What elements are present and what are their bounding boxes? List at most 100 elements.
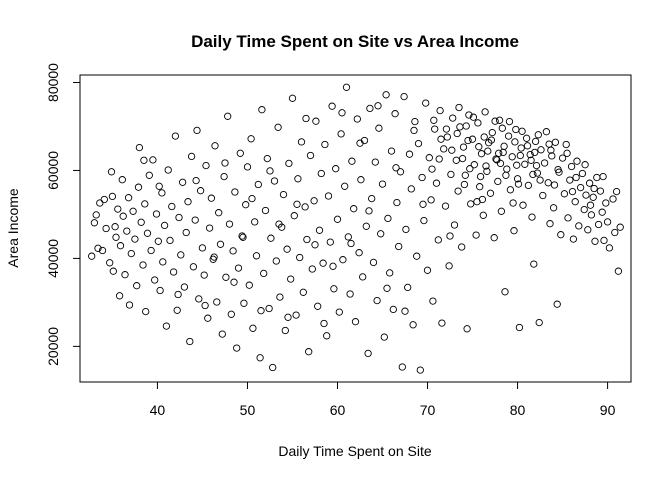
data-point — [279, 190, 288, 199]
data-point — [263, 154, 271, 163]
data-point — [205, 224, 214, 232]
plot-frame — [79, 74, 632, 383]
data-point — [442, 125, 451, 133]
data-point — [347, 239, 355, 248]
data-point — [546, 220, 554, 228]
data-point — [427, 196, 435, 204]
data-point — [524, 181, 533, 190]
data-point — [366, 104, 374, 113]
data-point — [569, 235, 578, 243]
data-point — [284, 313, 292, 321]
data-point — [551, 138, 560, 146]
data-point — [186, 337, 194, 346]
data-point — [169, 268, 178, 276]
data-point — [317, 169, 325, 178]
data-point — [245, 281, 253, 289]
data-point — [350, 205, 358, 213]
data-point — [612, 187, 621, 196]
data-point — [497, 207, 506, 215]
data-point — [413, 252, 421, 260]
data-points — [88, 83, 624, 374]
data-point — [218, 330, 226, 338]
data-point — [469, 113, 478, 121]
data-point — [420, 216, 428, 225]
data-point — [290, 212, 298, 220]
data-point — [175, 213, 183, 222]
data-point — [401, 307, 409, 315]
data-point — [369, 258, 378, 267]
data-point — [333, 215, 342, 223]
data-point — [371, 158, 379, 166]
data-point — [589, 193, 597, 201]
data-point — [242, 201, 250, 209]
data-point — [521, 160, 529, 168]
data-point — [478, 195, 487, 204]
data-point — [270, 177, 279, 185]
data-point — [315, 226, 324, 234]
data-point — [90, 219, 99, 227]
data-point — [566, 176, 574, 184]
data-point — [495, 149, 503, 157]
data-point — [294, 175, 302, 183]
data-point — [422, 99, 430, 107]
data-point — [514, 180, 523, 188]
x-tick-label: 50 — [240, 402, 256, 418]
data-point — [210, 253, 218, 261]
data-point — [332, 165, 340, 173]
data-point — [386, 269, 394, 277]
y-axis: 20000 40000 60000 80000 — [45, 63, 81, 366]
data-point — [320, 319, 328, 328]
data-point — [234, 264, 243, 272]
data-point — [587, 211, 596, 219]
data-point — [249, 324, 257, 332]
data-point — [470, 161, 478, 169]
data-point — [526, 150, 534, 159]
data-point — [339, 256, 347, 264]
data-point — [328, 102, 336, 110]
data-point — [375, 124, 383, 132]
data-point — [213, 298, 221, 306]
data-point — [184, 198, 192, 206]
data-point — [554, 165, 562, 174]
data-point — [434, 236, 442, 244]
data-point — [158, 189, 166, 197]
data-point — [293, 200, 301, 208]
data-point — [265, 304, 273, 313]
data-point — [324, 192, 333, 200]
data-point — [335, 308, 343, 316]
data-point — [227, 310, 235, 318]
data-point — [609, 195, 617, 203]
chart-title: Daily Time Spent on Site vs Area Income — [191, 32, 519, 51]
data-point — [365, 207, 373, 215]
data-point — [323, 332, 331, 340]
data-point — [511, 138, 519, 146]
data-point — [425, 154, 433, 162]
data-point — [603, 218, 612, 226]
data-point — [326, 238, 334, 246]
data-point — [501, 288, 509, 296]
data-point — [572, 173, 580, 182]
data-point — [602, 199, 610, 207]
data-point — [392, 164, 400, 172]
data-point — [88, 252, 96, 260]
data-point — [276, 293, 284, 301]
data-point — [389, 305, 397, 314]
data-point — [502, 171, 510, 179]
data-point — [189, 263, 198, 271]
data-point — [383, 284, 391, 292]
data-point — [319, 259, 327, 267]
data-point — [432, 179, 441, 187]
data-point — [476, 172, 485, 181]
data-point — [531, 148, 539, 157]
y-tick-label: 20000 — [45, 327, 61, 366]
data-point — [539, 191, 547, 200]
data-point — [495, 116, 504, 124]
data-point — [393, 198, 401, 207]
data-point — [407, 185, 415, 193]
data-point — [330, 285, 338, 293]
data-point — [436, 106, 444, 115]
data-point — [450, 221, 459, 229]
data-point — [594, 220, 603, 229]
data-point — [530, 260, 538, 268]
